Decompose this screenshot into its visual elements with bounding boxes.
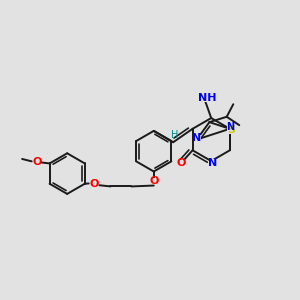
FancyBboxPatch shape [208,159,217,166]
FancyBboxPatch shape [90,181,98,187]
FancyBboxPatch shape [33,159,41,165]
Text: N: N [192,133,201,143]
FancyBboxPatch shape [227,124,233,129]
Text: H: H [171,130,179,140]
Text: O: O [32,157,42,167]
FancyBboxPatch shape [150,178,158,184]
FancyBboxPatch shape [193,135,201,141]
FancyBboxPatch shape [178,160,185,166]
FancyBboxPatch shape [201,95,213,102]
FancyBboxPatch shape [227,127,236,134]
Text: NH: NH [198,93,216,103]
Text: O: O [177,158,186,168]
Text: O: O [149,176,158,186]
Text: O: O [89,179,99,189]
Text: N: N [226,122,234,132]
Text: N: N [208,158,217,167]
Text: S: S [227,125,235,135]
